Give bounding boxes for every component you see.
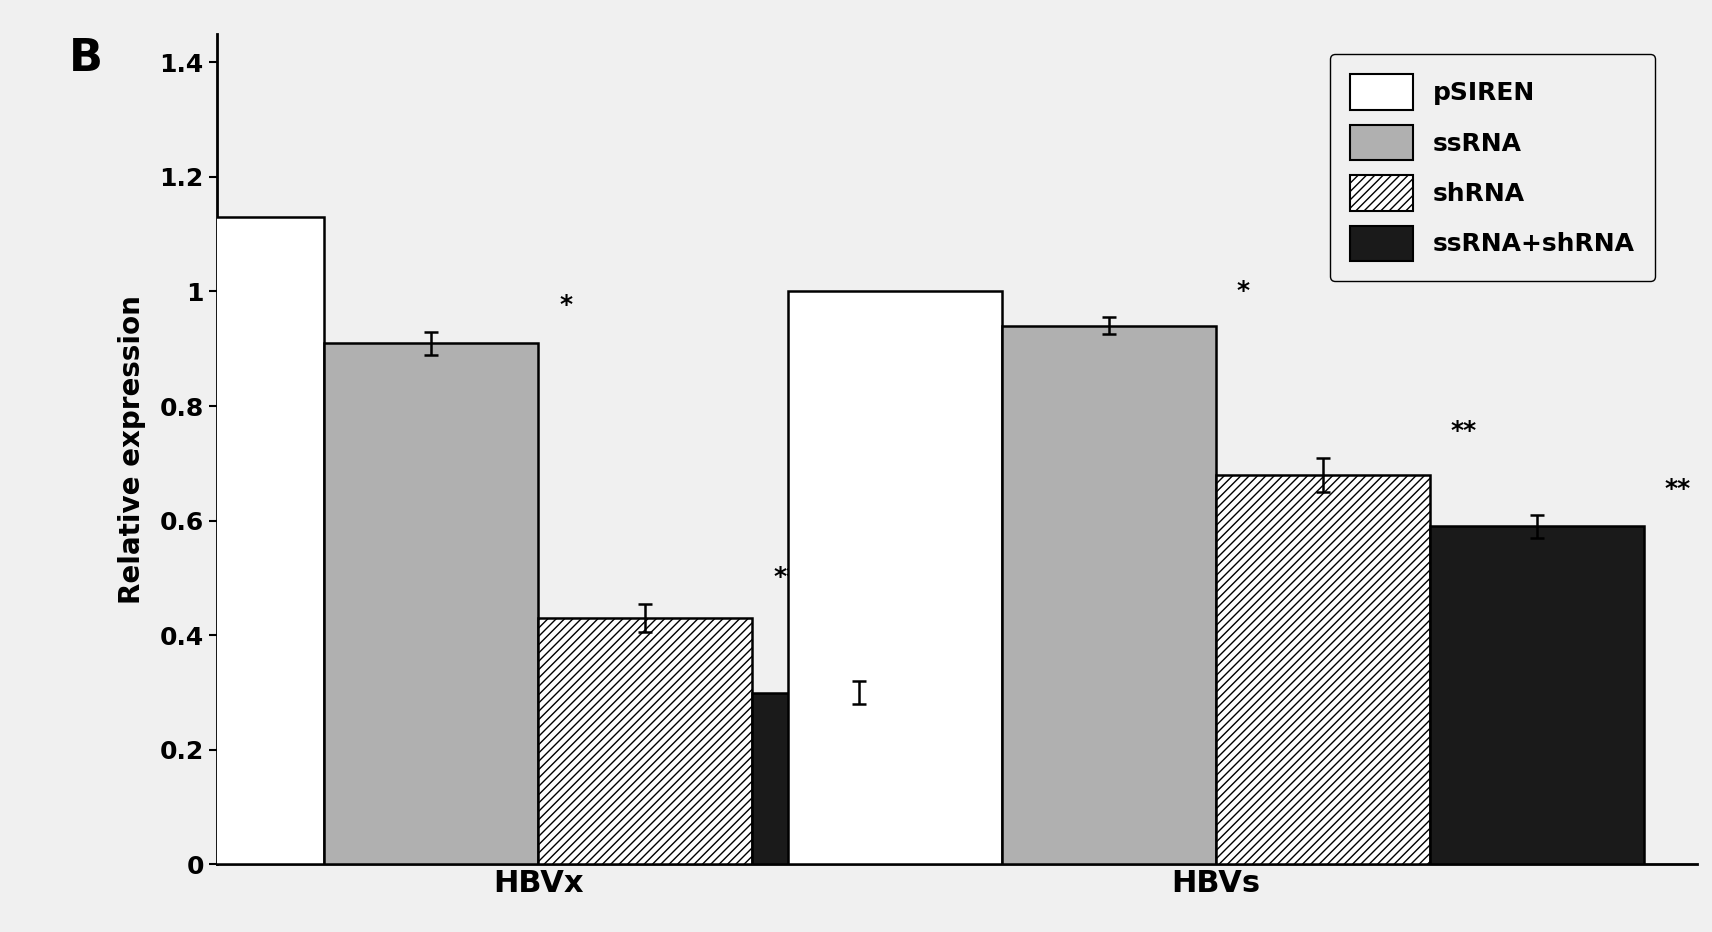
Text: **: ** [1452, 419, 1477, 444]
Bar [110, 217, 324, 865]
Bar [1430, 527, 1644, 865]
Text: **: ** [988, 643, 1014, 666]
Bar [752, 692, 966, 865]
Bar [538, 618, 752, 865]
Bar [1216, 475, 1430, 865]
Legend: pSIREN, ssRNA, shRNA, ssRNA+shRNA: pSIREN, ssRNA, shRNA, ssRNA+shRNA [1330, 54, 1656, 281]
Text: B: B [68, 37, 103, 80]
Text: **: ** [774, 566, 800, 589]
Text: *: * [560, 294, 572, 317]
Text: *: * [1238, 279, 1250, 303]
Y-axis label: Relative expression: Relative expression [118, 295, 146, 604]
Bar [788, 292, 1002, 865]
Text: **: ** [1664, 476, 1691, 500]
Bar [324, 343, 538, 865]
Bar [1002, 326, 1216, 865]
